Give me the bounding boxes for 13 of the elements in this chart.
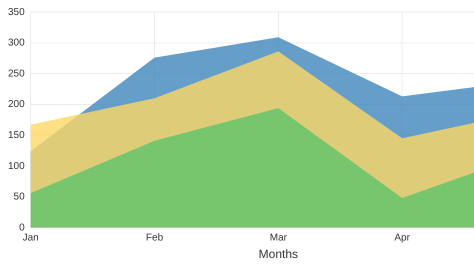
y-tick-label: 0 [19,222,26,234]
x-tick-label: Jan [22,232,39,244]
y-tick-label: 200 [8,99,26,110]
x-tick-label: Mar [270,232,288,244]
y-tick-label: 100 [8,160,26,172]
y-tick-label: 150 [8,130,26,141]
y-tick-label: 250 [8,68,26,80]
y-tick-label: 350 [8,6,26,18]
x-axis-title: Months [258,247,298,262]
x-tick-label: Apr [394,232,411,244]
x-tick-label: Feb [146,232,164,244]
y-tick-label: 300 [8,38,26,49]
y-tick-label: 50 [14,192,26,203]
